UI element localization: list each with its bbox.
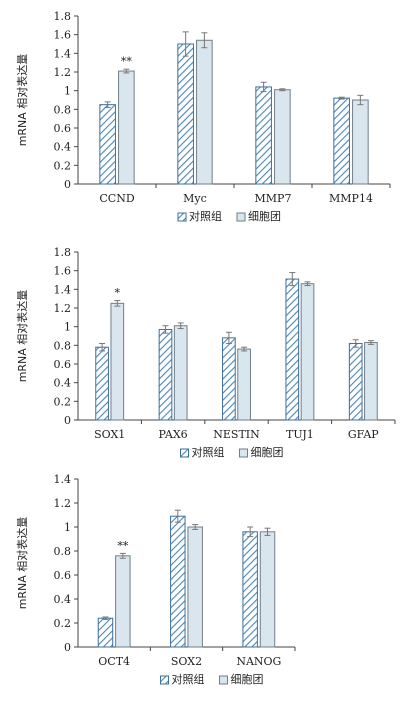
legend-label: 对照组: [192, 445, 225, 459]
y-tick-label: 1.4: [54, 47, 72, 60]
y-tick-label: 0.6: [54, 358, 72, 371]
y-tick-label: 0.8: [54, 339, 72, 352]
bar-control-gfap: [348, 342, 363, 421]
x-tick-label: GFAP: [348, 428, 379, 441]
legend-swatch-cluster: [236, 212, 246, 222]
chart-panel-3: 0 0.2 0.4 0.6 0.8 1 1.2 1.4 mRNA 相对表达量 ** OCT4 SOX2…: [15, 473, 296, 686]
y-axis-title: mRNA 相对表达量: [15, 290, 29, 383]
y-tick-label: 0.6: [54, 569, 72, 582]
x-tick-label: MMP14: [329, 192, 373, 205]
y-tick-label: 0.4: [54, 593, 72, 606]
y-tick-label: 1.6: [54, 265, 72, 278]
bar-control-myc: [177, 43, 194, 185]
x-tick-label: NANOG: [236, 655, 281, 668]
y-tick-label: 1.6: [54, 29, 72, 42]
bar-control-nanog: [242, 531, 258, 648]
y-tick-label: 0.4: [54, 141, 72, 154]
legend-swatch-cluster: [239, 448, 248, 458]
y-tick-label: 1.2: [54, 302, 72, 315]
y-tick-label: 1.4: [54, 283, 72, 296]
x-tick-label: TUJ1: [286, 428, 314, 441]
bar-cluster-pax6: [173, 325, 188, 421]
bar-cluster-sox1: [110, 302, 125, 421]
bar-cluster-gfap: [364, 342, 378, 421]
bar-control-sox2: [170, 515, 186, 648]
bar-cluster-mmp14: [352, 99, 369, 185]
bar-control-nestin: [222, 337, 236, 421]
legend-label: 对照组: [172, 672, 205, 686]
y-tick-label: 0.2: [54, 395, 72, 408]
y-tick-label: 1.2: [54, 497, 72, 510]
legend: 对照组 细胞团: [160, 672, 264, 686]
x-tick-label: CCND: [99, 192, 134, 205]
y-tick-label: 0.8: [54, 103, 72, 116]
chart-panel-2: 0 0.2 0.4 0.6 0.8 1 1.2 1.4 1.6 1.8 mRNA 相对表达量 * SOX…: [15, 246, 396, 459]
x-tick-label: Myc: [183, 192, 207, 205]
bar-control-pax6: [158, 328, 173, 421]
legend: 对照组 细胞团: [177, 209, 281, 223]
bar-cluster-nanog: [259, 531, 276, 648]
y-tick-label: 1.8: [54, 246, 72, 259]
y-tick-label: 1: [64, 85, 71, 98]
y-tick-label: 1: [64, 321, 71, 334]
bar-control-ccnd: [99, 104, 116, 185]
y-tick-label: 1.8: [54, 10, 72, 23]
y-tick-label: 0.2: [54, 617, 72, 630]
y-tick-label: 0: [64, 178, 71, 191]
bar-cluster-nestin: [237, 348, 251, 421]
y-tick-label: 0.2: [54, 159, 72, 172]
legend-swatch-cluster: [219, 675, 228, 685]
significance-marker: *: [115, 287, 121, 300]
y-tick-label: 1.2: [54, 66, 72, 79]
y-axis-title: mRNA 相对表达量: [15, 517, 29, 610]
y-tick-label: 0.8: [54, 545, 72, 558]
y-tick-label: 1.4: [54, 473, 72, 486]
legend-label: 对照组: [189, 209, 222, 223]
chart-panel-1: 0 0.2 0.4 0.6 0.8 1 1.2 1.4 1.6 1.8 mRNA 相对表达量 ** CC…: [15, 10, 391, 223]
legend-swatch-control: [180, 448, 189, 458]
y-axis-title: mRNA 相对表达量: [15, 54, 29, 147]
significance-marker: **: [117, 539, 129, 552]
bar-control-mmp7: [255, 86, 272, 185]
legend-label: 细胞团: [231, 673, 264, 686]
bar-control-mmp14: [333, 97, 350, 185]
legend-swatch-control: [160, 675, 169, 685]
legend: 对照组 细胞团: [180, 445, 284, 459]
bar-cluster-sox2: [187, 526, 203, 648]
y-tick-label: 0.4: [54, 377, 72, 390]
bar-cluster-ccnd: [118, 70, 135, 185]
x-tick-label: SOX1: [94, 428, 125, 441]
legend-label: 细胞团: [251, 446, 284, 459]
bar-cluster-oct4: [115, 555, 131, 648]
y-tick-label: 0: [64, 414, 71, 427]
x-tick-label: MMP7: [255, 192, 292, 205]
bar-cluster-mmp7: [274, 89, 291, 185]
y-tick-label: 0: [64, 641, 71, 654]
x-tick-label: SOX2: [171, 655, 202, 668]
x-tick-label: NESTIN: [213, 428, 260, 441]
significance-marker: **: [121, 55, 133, 68]
bar-control-sox1: [95, 346, 109, 421]
x-tick-label: OCT4: [98, 655, 130, 668]
bar-control-oct4: [97, 617, 114, 648]
legend-label: 细胞团: [248, 210, 281, 223]
x-tick-label: PAX6: [159, 428, 188, 441]
y-tick-label: 1: [64, 521, 71, 534]
bar-cluster-myc: [196, 39, 213, 185]
bar-cluster-tuj1: [300, 283, 315, 421]
legend-swatch-control: [177, 212, 187, 222]
y-tick-label: 0.6: [54, 122, 72, 135]
bar-control-tuj1: [285, 278, 300, 421]
